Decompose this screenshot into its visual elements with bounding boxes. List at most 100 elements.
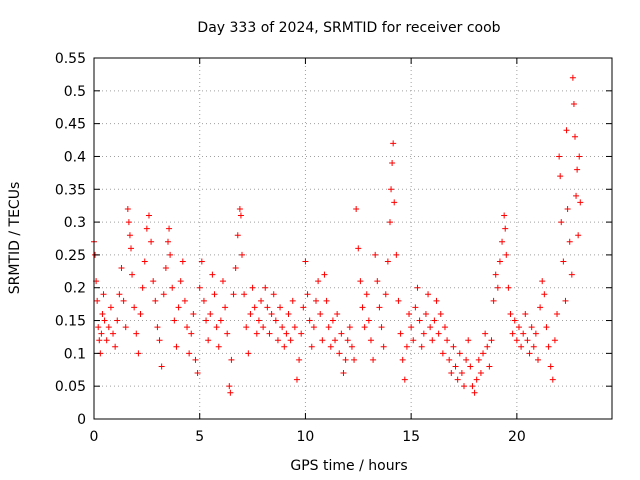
data-point	[355, 245, 362, 252]
data-point	[444, 337, 451, 344]
data-point	[454, 376, 461, 383]
data-point	[179, 258, 186, 265]
data-point	[137, 310, 144, 317]
data-point	[348, 343, 355, 350]
data-point	[209, 271, 216, 278]
data-point	[283, 330, 290, 337]
data-point	[382, 291, 389, 298]
data-point	[551, 337, 558, 344]
data-point	[313, 297, 319, 304]
data-point	[173, 343, 180, 350]
data-point	[549, 376, 556, 383]
data-point	[568, 271, 575, 278]
data-point	[291, 324, 298, 331]
data-point	[422, 310, 429, 317]
data-point	[416, 317, 423, 324]
data-point	[420, 330, 427, 337]
data-point	[427, 324, 434, 331]
data-point	[576, 153, 583, 160]
data-point	[338, 330, 345, 337]
data-point	[158, 363, 165, 370]
data-point	[230, 291, 237, 298]
data-point	[492, 271, 499, 278]
data-point	[361, 324, 368, 331]
y-tick-label: 0.25	[55, 248, 86, 264]
data-point	[184, 324, 191, 331]
data-point	[239, 251, 245, 258]
data-point	[522, 310, 529, 317]
data-point	[528, 324, 535, 331]
plot-frame	[93, 57, 613, 420]
data-point	[395, 297, 402, 304]
data-point	[490, 297, 497, 304]
data-point	[243, 324, 250, 331]
data-point	[569, 74, 576, 81]
data-point	[502, 225, 509, 232]
data-point	[342, 356, 349, 363]
data-point	[475, 356, 482, 363]
data-point	[412, 304, 419, 311]
data-point	[461, 383, 467, 390]
data-point	[125, 219, 132, 226]
data-point	[325, 324, 332, 331]
data-point	[190, 310, 197, 317]
data-point	[181, 297, 188, 304]
data-point	[389, 160, 396, 167]
data-point	[503, 251, 510, 258]
data-point	[425, 291, 432, 298]
data-point	[135, 350, 142, 357]
data-point	[116, 291, 123, 298]
data-point	[279, 324, 286, 331]
data-point	[334, 310, 341, 317]
data-point	[145, 212, 152, 219]
data-point	[526, 350, 533, 357]
data-point	[458, 370, 465, 377]
y-tick-label: 0	[77, 412, 86, 428]
data-point	[154, 324, 161, 331]
data-point	[418, 343, 425, 350]
data-point	[471, 389, 478, 396]
data-point	[264, 304, 271, 311]
data-point	[258, 297, 265, 304]
y-tick-label: 0.45	[55, 117, 86, 133]
data-point	[270, 291, 277, 298]
data-point	[272, 317, 279, 324]
data-point	[228, 356, 235, 363]
data-point	[262, 284, 269, 291]
data-point	[515, 324, 522, 331]
data-point	[380, 343, 387, 350]
data-point	[520, 330, 527, 337]
data-point	[247, 310, 254, 317]
data-point	[107, 304, 114, 311]
data-point	[150, 278, 157, 285]
data-point	[227, 389, 234, 396]
data-point	[260, 324, 267, 331]
data-point	[162, 265, 169, 272]
data-point	[293, 376, 300, 383]
data-point	[128, 245, 134, 252]
y-tick-label: 0.15	[55, 314, 86, 330]
data-point	[524, 337, 531, 344]
data-point	[562, 297, 569, 304]
data-point	[289, 297, 296, 304]
data-point	[473, 376, 480, 383]
data-point	[177, 278, 184, 285]
x-tick-label: 5	[195, 429, 204, 445]
data-point	[266, 330, 273, 337]
data-point	[372, 251, 379, 258]
data-point	[124, 205, 131, 212]
data-point	[384, 258, 391, 265]
data-point	[98, 330, 105, 337]
data-point	[463, 356, 470, 363]
data-point	[363, 291, 370, 298]
data-point	[156, 337, 163, 344]
data-point	[296, 356, 303, 363]
data-point	[122, 324, 129, 331]
data-point	[94, 297, 101, 304]
data-point	[226, 383, 233, 390]
data-point	[547, 363, 554, 370]
data-point	[317, 310, 324, 317]
data-point	[537, 304, 544, 311]
data-point	[391, 199, 398, 206]
